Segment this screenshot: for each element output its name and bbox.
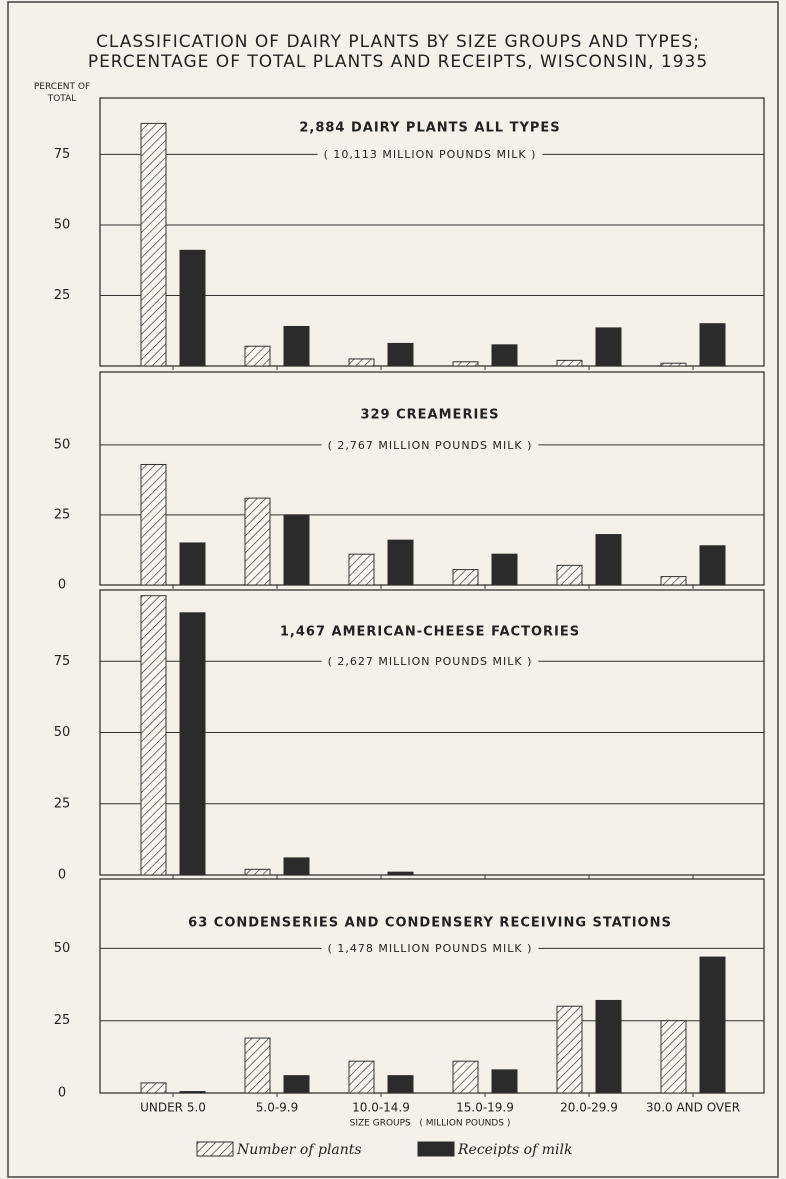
bar — [452, 361, 479, 367]
bar — [244, 497, 271, 586]
x-tick-label: 5.0-9.9 — [256, 1101, 299, 1115]
y-tick-label: 25 — [54, 288, 71, 303]
bar — [491, 344, 518, 367]
panel-subtitle: ( 10,113 MILLION POUNDS MILK ) — [324, 148, 537, 161]
bar — [595, 327, 622, 367]
legend-swatch — [417, 1141, 455, 1157]
chart-title: CLASSIFICATION OF DAIRY PLANTS BY SIZE G… — [88, 32, 708, 72]
x-tick-label: 15.0-19.9 — [456, 1101, 514, 1115]
subtitle-bg — [321, 941, 539, 956]
bar — [140, 122, 167, 367]
y-tick-label: 0 — [58, 1086, 66, 1101]
bar — [140, 463, 167, 586]
panel-subtitle: ( 1,478 MILLION POUNDS MILK ) — [328, 942, 533, 955]
bar — [556, 564, 583, 586]
y-axis-label: PERCENT OF TOTAL — [34, 82, 90, 104]
bar — [283, 326, 310, 367]
bar — [283, 1075, 310, 1094]
panel-title: 1,467 AMERICAN-CHEESE FACTORIES — [280, 625, 580, 640]
bar — [387, 342, 414, 367]
bar — [283, 514, 310, 586]
y-tick-label: 50 — [54, 941, 71, 956]
bar — [283, 857, 310, 876]
y-tick-label: 75 — [54, 147, 71, 162]
x-tick-label: 30.0 AND OVER — [646, 1101, 740, 1115]
bar — [595, 534, 622, 586]
y-tick-label: 25 — [54, 796, 71, 811]
bar — [348, 553, 375, 586]
legend-swatch — [196, 1141, 234, 1157]
y-tick-label: 50 — [54, 217, 71, 232]
bar — [387, 871, 414, 876]
bar — [348, 1060, 375, 1094]
bar — [595, 999, 622, 1094]
bar — [244, 1037, 271, 1094]
bar — [699, 545, 726, 586]
legend-label: Number of plants — [236, 1142, 362, 1158]
bar — [491, 1069, 518, 1094]
bar — [699, 323, 726, 367]
y-tick-label: 25 — [54, 507, 71, 522]
bar — [140, 595, 167, 876]
y-tick-label: 0 — [58, 868, 66, 883]
bar — [179, 1091, 206, 1094]
subtitle-bg — [321, 654, 539, 669]
x-tick-label: 10.0-14.9 — [352, 1101, 410, 1115]
bar — [179, 542, 206, 586]
bar — [244, 345, 271, 367]
bar — [179, 612, 206, 876]
subtitle-bg — [317, 147, 543, 162]
bar — [660, 576, 687, 586]
panel — [99, 97, 765, 367]
x-axis-label: SIZE GROUPS ( MILLION POUNDS ) — [350, 1119, 511, 1129]
y-tick-label: 0 — [58, 578, 66, 593]
bar — [244, 868, 271, 876]
bar — [452, 1060, 479, 1094]
bar — [699, 956, 726, 1094]
panel-subtitle: ( 2,627 MILLION POUNDS MILK ) — [328, 655, 533, 668]
subtitle-bg — [321, 438, 539, 453]
legend-label: Receipts of milk — [457, 1142, 572, 1158]
panel-title: 63 CONDENSERIES AND CONDENSERY RECEIVING… — [188, 916, 672, 931]
panel — [99, 371, 765, 586]
panel — [99, 878, 765, 1094]
bar — [140, 1082, 167, 1094]
panel-title: 329 CREAMERIES — [360, 408, 499, 423]
x-tick-label: UNDER 5.0 — [140, 1101, 206, 1115]
y-tick-label: 50 — [54, 437, 71, 452]
bar — [387, 539, 414, 586]
y-tick-label: 25 — [54, 1013, 71, 1028]
frame — [7, 1, 779, 1178]
y-tick-label: 50 — [54, 725, 71, 740]
bar — [179, 249, 206, 367]
y-tick-label: 75 — [54, 654, 71, 669]
x-tick-label: 20.0-29.9 — [560, 1101, 618, 1115]
bar — [660, 1020, 687, 1094]
bar — [348, 358, 375, 367]
bar — [556, 1005, 583, 1094]
bar — [452, 569, 479, 586]
bar — [556, 359, 583, 367]
bar — [660, 362, 687, 367]
panel-title: 2,884 DAIRY PLANTS ALL TYPES — [299, 121, 560, 136]
panel-subtitle: ( 2,767 MILLION POUNDS MILK ) — [328, 439, 533, 452]
bar — [491, 553, 518, 586]
bar — [387, 1075, 414, 1094]
